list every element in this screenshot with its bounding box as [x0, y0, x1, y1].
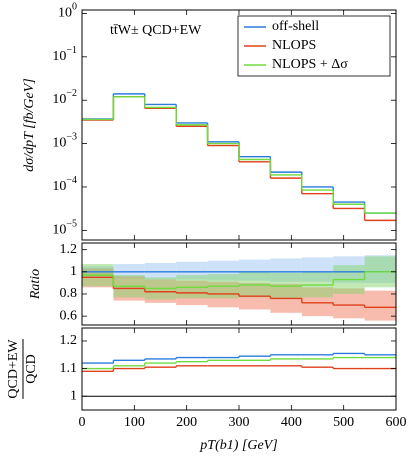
- y-axis-label: QCD: [24, 354, 39, 384]
- y-axis-label: Ratio: [28, 269, 43, 300]
- y-tick-label: 1.2: [60, 333, 78, 348]
- legend-label: off-shell: [272, 19, 319, 34]
- x-tick-label: 600: [386, 415, 407, 430]
- y-tick-label: 1: [70, 264, 77, 279]
- uncertainty-band: [364, 290, 396, 321]
- x-tick-label: 200: [176, 415, 197, 430]
- x-tick-label: 300: [229, 415, 250, 430]
- x-tick-label: 500: [333, 415, 354, 430]
- y-tick-label: 10−3: [52, 132, 77, 151]
- y-tick-label: 1.1: [60, 361, 78, 376]
- y-tick-label: 10−5: [52, 219, 77, 238]
- y-tick-label: 10−2: [52, 89, 77, 108]
- x-tick-label: 100: [124, 415, 145, 430]
- y-tick-label: 100: [58, 2, 77, 21]
- annotation: tt̄W± QCD+EW: [110, 23, 202, 38]
- y-tick-label: 10−4: [52, 175, 77, 194]
- y-tick-label: 10−1: [52, 45, 77, 64]
- y-tick-label: 0.8: [60, 286, 78, 301]
- legend-label: NLOPS + Δσ: [272, 57, 348, 72]
- y-tick-label: 0.6: [60, 308, 78, 323]
- x-axis-label: pT(b1) [GeV]: [199, 438, 277, 453]
- y-tick-label: 1: [70, 388, 77, 403]
- y-tick-label: 1.2: [60, 242, 78, 257]
- y-axis-label: QCD+EW: [6, 339, 21, 399]
- y-axis-label: dσ/dpT [fb/GeV]: [22, 78, 37, 171]
- x-tick-label: 400: [281, 415, 302, 430]
- legend-label: NLOPS: [272, 38, 316, 53]
- x-tick-label: 0: [79, 415, 86, 430]
